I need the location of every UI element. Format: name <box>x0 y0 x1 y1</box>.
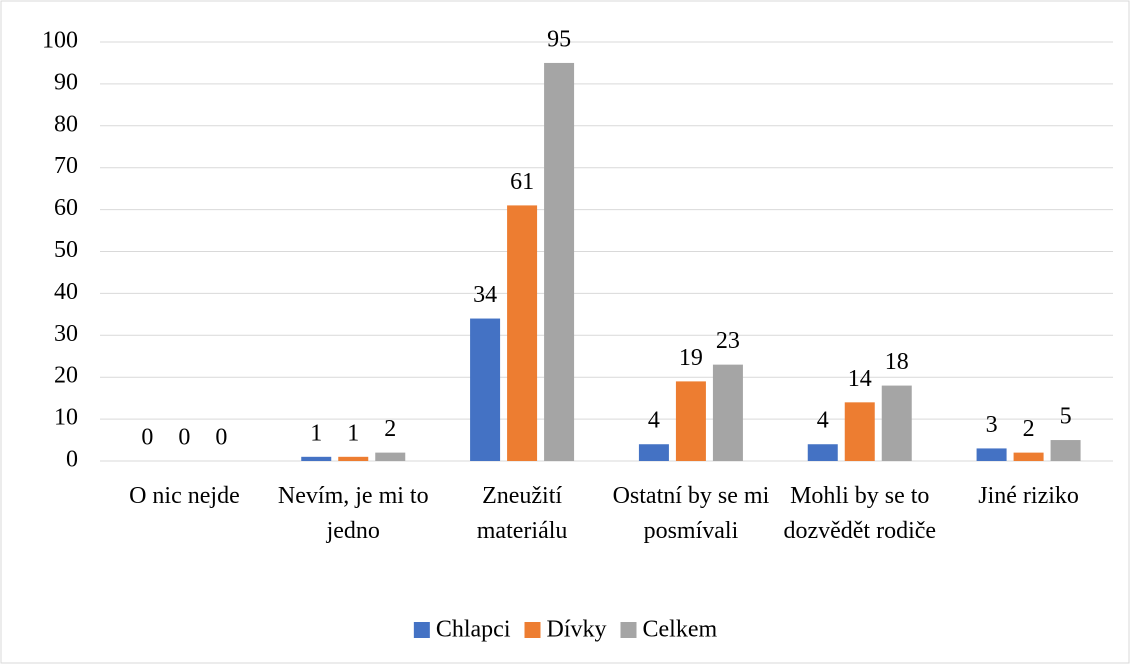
y-tick-label: 10 <box>54 405 78 431</box>
data-label: 5 <box>1060 404 1072 430</box>
data-label: 61 <box>510 169 534 195</box>
data-label: 2 <box>384 416 396 442</box>
data-label: 0 <box>215 425 227 451</box>
bar <box>844 402 875 461</box>
bar <box>638 444 669 461</box>
data-label: 3 <box>986 412 998 438</box>
legend-item: Dívky <box>524 617 607 643</box>
legend-swatch <box>524 622 541 638</box>
y-tick-label: 70 <box>54 153 78 179</box>
y-tick-label: 90 <box>54 69 78 95</box>
x-tick-label: Ostatní by se mi posmívali <box>613 483 770 544</box>
bar <box>1013 452 1044 461</box>
data-label: 4 <box>817 408 829 434</box>
data-label: 18 <box>885 349 909 375</box>
y-tick-label: 60 <box>54 195 78 221</box>
legend-label: Chlapci <box>436 617 511 643</box>
legend-item: Celkem <box>620 617 718 643</box>
bar <box>375 452 406 461</box>
y-tick-label: 30 <box>54 321 78 347</box>
bar <box>507 205 538 461</box>
legend-item: Chlapci <box>413 617 511 643</box>
legend-swatch <box>620 622 637 638</box>
x-tick-label: Mohli by se to dozvědět rodiče <box>783 483 936 544</box>
x-tick-label: Zneužití materiálu <box>477 483 568 544</box>
data-label: 0 <box>141 425 153 451</box>
data-label: 1 <box>310 420 322 446</box>
x-tick-label: Jiné riziko <box>978 483 1079 509</box>
data-label: 34 <box>473 282 497 308</box>
bar <box>301 456 332 461</box>
data-label: 23 <box>716 328 740 354</box>
bar <box>712 364 743 461</box>
data-label: 4 <box>648 408 660 434</box>
bar <box>1050 440 1081 461</box>
y-tick-label: 40 <box>54 279 78 305</box>
data-label: 14 <box>848 366 872 392</box>
data-label: 19 <box>679 345 703 371</box>
data-label: 2 <box>1023 416 1035 442</box>
data-label: 0 <box>178 425 190 451</box>
bar <box>881 385 912 461</box>
data-label: 1 <box>347 420 359 446</box>
bar <box>470 318 501 461</box>
x-tick-label: Nevím, je mi to jedno <box>278 483 429 544</box>
bar <box>544 62 575 461</box>
legend-label: Dívky <box>547 617 607 643</box>
bar <box>675 381 706 461</box>
bar <box>338 456 369 461</box>
y-tick-label: 20 <box>54 363 78 389</box>
bar <box>807 444 838 461</box>
bar <box>976 448 1007 461</box>
legend-label: Celkem <box>643 617 718 643</box>
legend-swatch <box>413 622 430 638</box>
x-tick-label: O nic nejde <box>129 483 240 509</box>
y-tick-label: 100 <box>42 28 78 54</box>
data-label: 95 <box>547 26 571 52</box>
y-tick-label: 0 <box>66 447 78 473</box>
y-tick-label: 80 <box>54 111 78 137</box>
y-tick-label: 50 <box>54 237 78 263</box>
